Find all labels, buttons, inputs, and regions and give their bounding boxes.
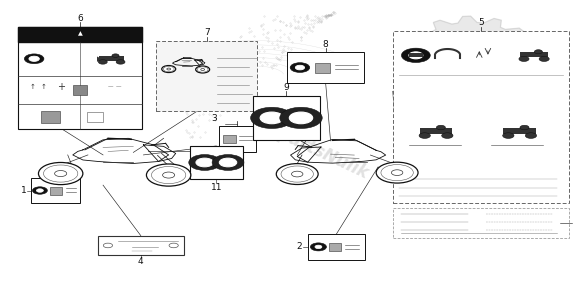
Bar <box>18 27 142 42</box>
Circle shape <box>251 107 293 129</box>
Text: —: — <box>116 85 121 90</box>
Bar <box>99 56 124 61</box>
Polygon shape <box>409 16 532 77</box>
Circle shape <box>280 107 322 129</box>
Circle shape <box>503 133 514 138</box>
Circle shape <box>164 66 174 72</box>
Circle shape <box>116 60 125 64</box>
Circle shape <box>112 54 119 58</box>
Bar <box>315 63 330 73</box>
Text: 4: 4 <box>138 257 143 266</box>
Bar <box>329 243 342 251</box>
Text: 9: 9 <box>284 83 289 92</box>
Circle shape <box>24 54 44 64</box>
Circle shape <box>391 170 403 175</box>
Circle shape <box>162 66 176 73</box>
Circle shape <box>402 48 430 62</box>
Circle shape <box>449 36 492 58</box>
Circle shape <box>315 245 322 249</box>
Text: 8: 8 <box>323 40 328 49</box>
Circle shape <box>162 172 175 178</box>
Bar <box>190 146 243 179</box>
Bar <box>73 85 87 95</box>
Circle shape <box>519 56 529 62</box>
Circle shape <box>196 158 213 167</box>
Circle shape <box>525 133 536 138</box>
Text: 2: 2 <box>297 242 302 251</box>
Bar <box>393 208 569 238</box>
Circle shape <box>196 66 210 73</box>
Circle shape <box>151 166 186 184</box>
Bar <box>287 53 364 83</box>
Circle shape <box>167 68 171 70</box>
Bar <box>87 112 103 122</box>
Circle shape <box>43 165 78 182</box>
Circle shape <box>219 158 237 167</box>
Circle shape <box>146 164 191 186</box>
Bar <box>157 41 257 112</box>
Bar <box>218 126 256 152</box>
Circle shape <box>376 162 418 183</box>
Circle shape <box>290 63 310 73</box>
Bar <box>223 135 236 143</box>
Circle shape <box>310 243 327 251</box>
Circle shape <box>291 171 303 177</box>
Circle shape <box>409 52 423 59</box>
Circle shape <box>39 162 83 185</box>
Text: 3: 3 <box>212 114 217 123</box>
Circle shape <box>419 133 431 138</box>
Circle shape <box>260 112 283 124</box>
Text: partsNulik: partsNulik <box>276 124 372 182</box>
Circle shape <box>189 155 221 171</box>
Circle shape <box>197 67 208 72</box>
Circle shape <box>169 243 178 248</box>
Circle shape <box>281 166 313 182</box>
Text: ↑: ↑ <box>29 84 35 90</box>
Circle shape <box>539 56 549 62</box>
Circle shape <box>98 60 108 64</box>
Bar <box>98 236 184 255</box>
Bar <box>253 96 320 140</box>
Bar <box>409 53 423 57</box>
Circle shape <box>54 171 66 177</box>
Bar <box>520 53 549 58</box>
Circle shape <box>534 50 542 54</box>
Circle shape <box>381 164 413 181</box>
Circle shape <box>29 56 39 61</box>
Text: ▶: ▶ <box>98 56 103 62</box>
Bar <box>31 177 80 203</box>
Text: 5: 5 <box>478 18 484 27</box>
Text: —: — <box>108 85 113 90</box>
Text: 7: 7 <box>204 28 210 37</box>
Circle shape <box>276 164 318 184</box>
Circle shape <box>436 125 446 130</box>
Text: 6: 6 <box>77 14 83 23</box>
Bar <box>18 27 142 129</box>
Circle shape <box>201 68 205 71</box>
Circle shape <box>290 112 313 124</box>
Bar <box>308 234 365 260</box>
Text: 11: 11 <box>210 183 222 192</box>
Circle shape <box>103 243 113 248</box>
Text: 1: 1 <box>21 186 27 195</box>
Circle shape <box>36 189 43 192</box>
Bar <box>393 31 569 203</box>
Circle shape <box>212 155 244 171</box>
Bar <box>503 128 536 134</box>
Text: +: + <box>57 82 65 92</box>
Text: ▲: ▲ <box>77 32 82 36</box>
Circle shape <box>442 133 453 138</box>
Circle shape <box>32 187 47 194</box>
Bar <box>420 128 452 134</box>
Circle shape <box>295 65 305 70</box>
Text: ↑: ↑ <box>41 84 47 90</box>
Bar <box>50 187 62 195</box>
Circle shape <box>520 125 529 130</box>
Bar <box>41 111 60 123</box>
